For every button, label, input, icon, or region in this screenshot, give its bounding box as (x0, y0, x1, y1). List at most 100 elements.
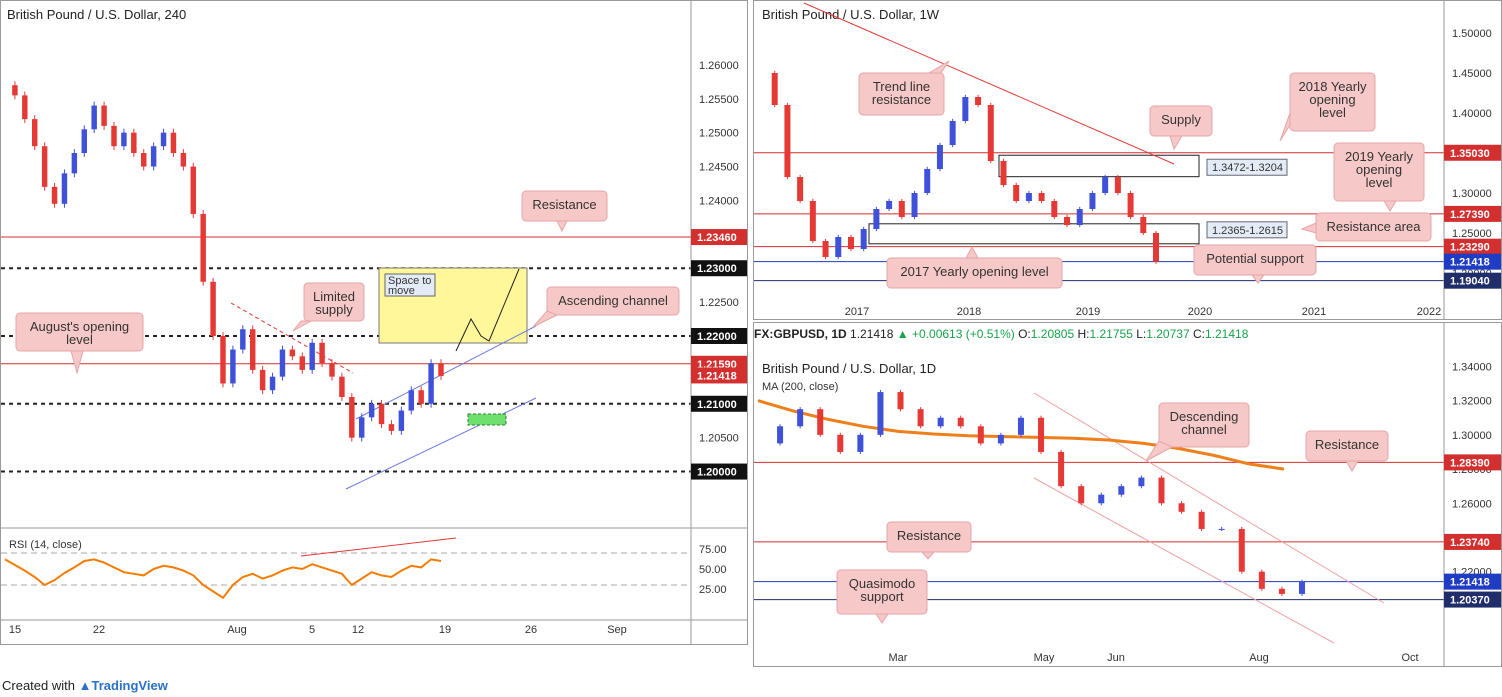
annotation-label: Ascending channel (558, 293, 668, 308)
y-tick-label: 1.50000 (1452, 28, 1492, 40)
candle-body (1025, 193, 1032, 201)
candle-body (977, 426, 984, 444)
candle-body (61, 173, 68, 204)
chart-1w-candles (771, 70, 1159, 264)
candle-body (240, 329, 246, 350)
y-tick-label: 1.24000 (699, 195, 739, 207)
rsi-divergence-line (300, 537, 457, 557)
candle-body (937, 417, 944, 427)
candle-body (1127, 193, 1134, 217)
annotation-label: 2019 Yearly (1345, 149, 1413, 164)
y-tick-label: 1.26000 (699, 60, 739, 72)
candle-body (22, 95, 28, 120)
level-tag (691, 395, 747, 412)
candle-body (835, 237, 842, 257)
x-tick-label: Mar (889, 652, 908, 664)
x-tick-label: Sep (607, 624, 627, 636)
candle-body (911, 193, 918, 217)
candle-body (784, 105, 791, 177)
annotation-label: opening (1309, 92, 1355, 107)
candle-body (91, 105, 97, 130)
annotation-label: Supply (1161, 112, 1201, 127)
candle-body (1140, 217, 1147, 233)
annotation-pointer (1251, 274, 1265, 284)
candle-body (309, 342, 315, 370)
annotation-pointer (292, 320, 313, 332)
chart-1d-title: British Pound / U.S. Dollar, 1D (762, 361, 936, 376)
quote-up-icon: ▲ (896, 327, 909, 341)
channel-upper-line (355, 325, 537, 420)
x-tick-label: May (1034, 652, 1055, 664)
candle-body (1238, 528, 1245, 572)
annotation-box (546, 286, 680, 316)
space-to-move-label-2: move (388, 285, 415, 297)
candle-body (1258, 571, 1265, 589)
level-tag-label: 1.22000 (697, 331, 737, 343)
y-tick-label: 1.24500 (699, 162, 739, 174)
level-tag-label: 1.27390 (1450, 209, 1490, 221)
annotation-label: supply (315, 302, 353, 317)
supply-zone-label: 1.3472-1.3204 (1212, 162, 1283, 174)
chart-panel-1d[interactable]: British Pound / U.S. Dollar, 1D MA (200,… (753, 322, 1502, 667)
supply-zone-tag (1206, 158, 1288, 176)
level-tag (691, 463, 747, 480)
annotation-label: Quasimodo (849, 576, 915, 591)
x-tick-label: Oct (1401, 652, 1418, 664)
candle-body (1017, 417, 1024, 435)
candle-body (160, 132, 167, 147)
chart-1w-svg: British Pound / U.S. Dollar, 1W 1.3472-1… (754, 1, 1501, 319)
chart-240-candles (12, 81, 444, 442)
level-tag-label: 1.35030 (1450, 148, 1490, 160)
x-tick-label: 2019 (1076, 306, 1100, 318)
x-tick-label: 12 (352, 624, 364, 636)
annotation-pointer (532, 310, 559, 328)
annotation-label: August's opening (30, 319, 129, 334)
candle-body (408, 390, 414, 411)
quote-c-label: C: (1192, 327, 1205, 341)
level-tag (1444, 253, 1501, 270)
annotation-label: Resistance (532, 197, 596, 212)
channel-lower-line (345, 397, 537, 490)
level-tag (1444, 591, 1501, 608)
quote-low: 1.20737 (1146, 327, 1190, 341)
quote-last: 1.21418 (850, 327, 894, 341)
candle-body (917, 409, 924, 427)
candle-body (873, 209, 880, 229)
level-tag (1444, 454, 1501, 471)
candle-body (857, 434, 864, 452)
chart-1d-candles (777, 389, 1305, 597)
candle-body (141, 153, 147, 167)
candle-body (1299, 581, 1305, 594)
y-tick-label: 1.22500 (699, 297, 739, 309)
x-tick-label: 22 (93, 624, 105, 636)
candle-body (1098, 494, 1105, 504)
level-tag (1444, 144, 1501, 161)
candle-body (180, 153, 187, 167)
annotation-label: 2017 Yearly opening level (900, 264, 1048, 279)
y-tick-label: 1.32000 (1452, 396, 1492, 408)
candle-body (1138, 477, 1145, 487)
candle-body (32, 119, 38, 147)
x-tick-label: 19 (439, 624, 451, 636)
level-tag-label: 1.19040 (1450, 276, 1490, 288)
space-to-move-label: Space to (388, 275, 431, 287)
candle-body (924, 169, 931, 193)
annotation-box (303, 282, 365, 322)
candle-body (121, 132, 127, 147)
candle-body (150, 146, 157, 167)
level-tag (691, 260, 747, 277)
annotation-label: level (66, 332, 93, 347)
annotation-pointer (1279, 112, 1291, 142)
resistance-zone-label: 1.2365-1.2615 (1212, 225, 1283, 237)
candle-body (269, 376, 276, 391)
x-tick-label: Jun (1107, 652, 1125, 664)
ma-200-line (757, 399, 1285, 471)
candle-body (339, 376, 345, 397)
chart-panel-1w[interactable]: British Pound / U.S. Dollar, 1W 1.3472-1… (753, 0, 1502, 320)
chart-panel-240[interactable]: British Pound / U.S. Dollar, 240 Space t… (0, 0, 748, 645)
level-tag-label: 1.20000 (697, 467, 737, 479)
footer-credit[interactable]: Created with ▲TradingView (2, 678, 168, 693)
candle-body (200, 214, 206, 282)
y-tick-label: 1.25000 (1452, 228, 1492, 240)
level-tag (1444, 573, 1501, 590)
